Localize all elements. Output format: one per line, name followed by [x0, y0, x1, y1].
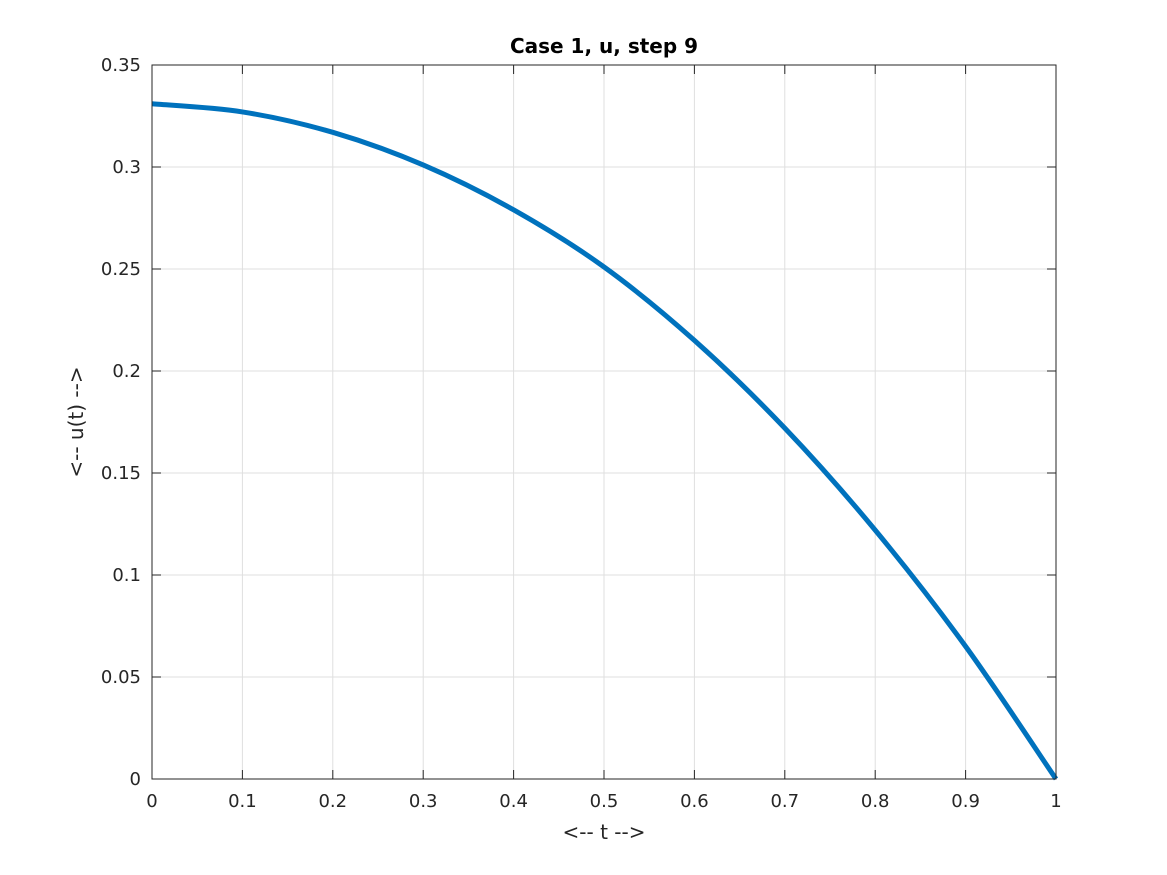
- y-tick-label: 0.3: [112, 157, 141, 178]
- y-tick-label: 0.35: [101, 55, 141, 76]
- chart-title: Case 1, u, step 9: [510, 34, 698, 58]
- x-tick-label: 0.7: [770, 791, 799, 812]
- x-tick-label: 0.2: [318, 791, 347, 812]
- x-axis-label: <-- t -->: [563, 820, 646, 844]
- x-tick-label: 0.4: [499, 791, 528, 812]
- y-tick-label: 0.1: [112, 565, 141, 586]
- x-tick-label: 0.1: [228, 791, 257, 812]
- series-layer: [151, 101, 1059, 781]
- x-tick-label: 0: [146, 791, 157, 812]
- y-tick-label: 0.15: [101, 463, 141, 484]
- x-tick-label: 1: [1050, 791, 1061, 812]
- x-tick-label: 0.5: [590, 791, 619, 812]
- y-tick-label: 0: [130, 769, 141, 790]
- y-tick-label: 0.25: [101, 259, 141, 280]
- x-tick-label: 0.9: [951, 791, 980, 812]
- x-tick-label: 0.8: [861, 791, 890, 812]
- ticks: 0 0.1 0.2 0.3 0.4 0.5 0.6 0.7 0.8 0.9 1 0 0.05 0.1 0.1…: [101, 55, 1062, 812]
- y-axis-label: <-- u(t) -->: [64, 366, 88, 477]
- y-tick-label: 0.2: [112, 361, 141, 382]
- series-line: [151, 101, 1059, 781]
- x-tick-label: 0.3: [409, 791, 438, 812]
- x-tick-label: 0.6: [680, 791, 709, 812]
- y-tick-label: 0.05: [101, 667, 141, 688]
